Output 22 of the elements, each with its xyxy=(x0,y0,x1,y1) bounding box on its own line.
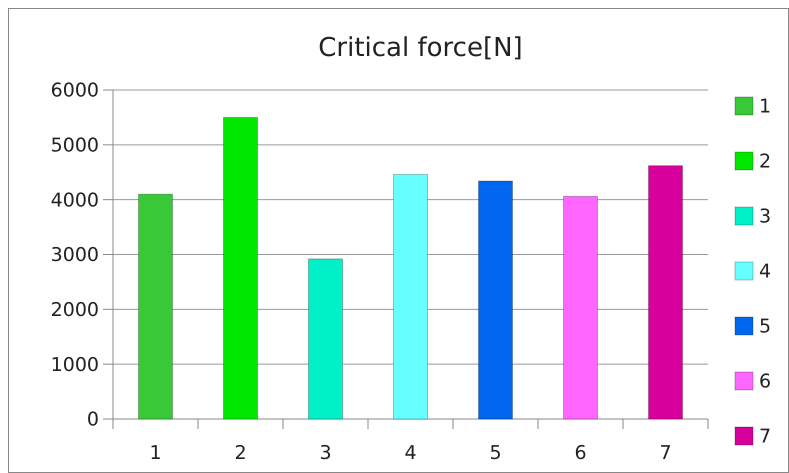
x-tick-label: 1 xyxy=(149,442,162,464)
x-tick-label: 6 xyxy=(574,442,587,464)
x-tick-label: 5 xyxy=(489,442,502,464)
y-tick-label: 5000 xyxy=(50,134,99,156)
legend-label: 4 xyxy=(759,260,772,283)
y-tick-label: 1000 xyxy=(50,354,99,376)
x-tick-label: 7 xyxy=(659,442,672,464)
y-tick-label: 0 xyxy=(86,408,99,431)
chart-title: Critical force[N] xyxy=(318,33,523,63)
y-tick-label: 3000 xyxy=(50,244,99,266)
y-tick-label: 2000 xyxy=(50,298,99,321)
x-tick-label: 3 xyxy=(319,442,332,464)
y-tick-label: 6000 xyxy=(50,80,99,102)
legend-label: 7 xyxy=(759,426,772,448)
legend-label: 6 xyxy=(759,370,772,393)
x-tick-label: 4 xyxy=(404,442,417,464)
x-tick-label: 2 xyxy=(234,442,247,464)
legend-label: 1 xyxy=(759,96,772,118)
legend-label: 3 xyxy=(759,206,772,228)
y-tick-label: 4000 xyxy=(50,189,99,212)
legend-label: 5 xyxy=(759,316,772,338)
legend-label: 2 xyxy=(759,150,772,173)
